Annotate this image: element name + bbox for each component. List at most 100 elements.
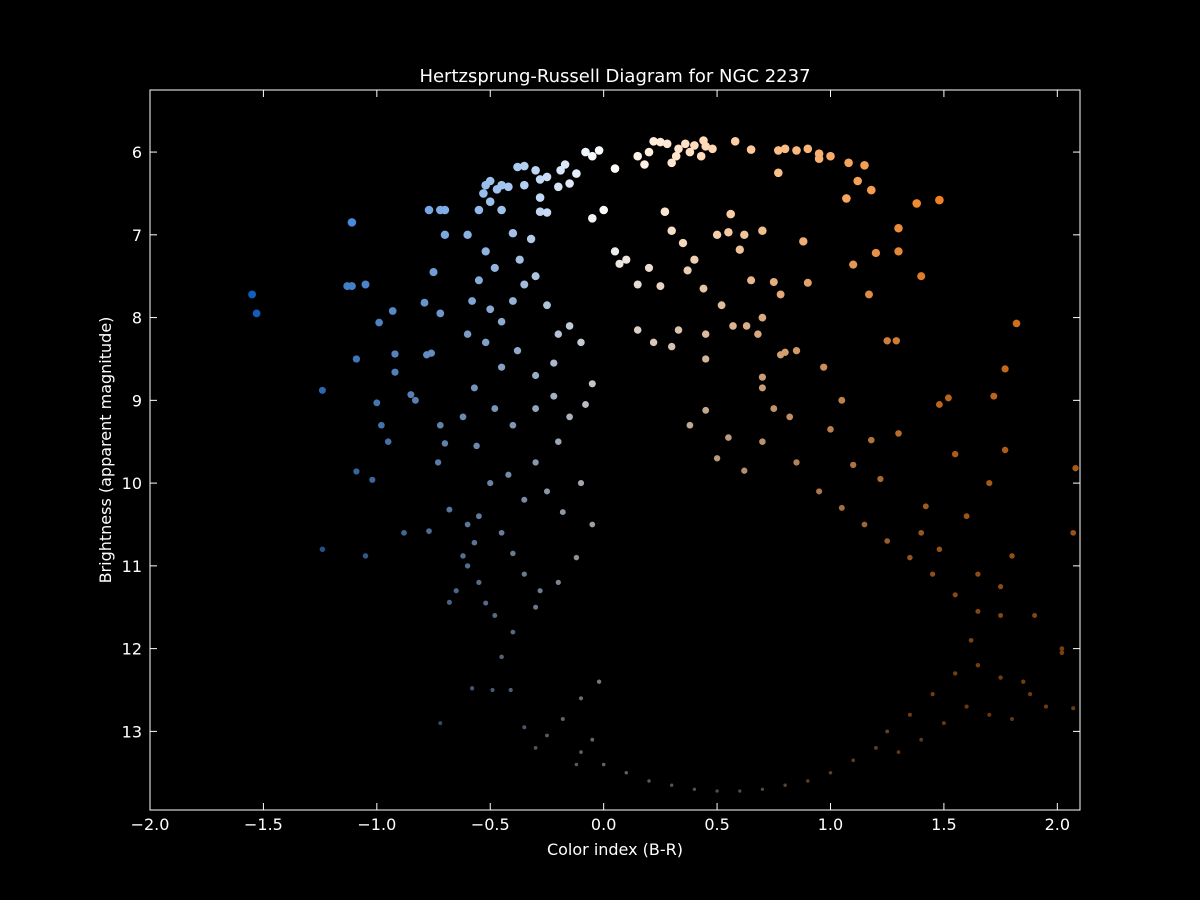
star-point: [776, 351, 785, 359]
star-point: [429, 268, 438, 277]
star-point: [1001, 446, 1009, 454]
star-point: [566, 413, 573, 421]
star-point: [1010, 717, 1014, 721]
star-point: [758, 226, 767, 235]
x-tick-label: −1.0: [357, 815, 396, 834]
star-point: [861, 521, 868, 528]
star-point: [505, 471, 512, 478]
star-point: [656, 137, 665, 147]
star-point: [998, 613, 1004, 618]
star-point: [770, 405, 778, 413]
star-point: [388, 307, 397, 315]
star-point: [803, 278, 812, 287]
star-point: [434, 459, 442, 466]
star-point: [683, 266, 692, 275]
star-point: [667, 158, 676, 168]
star-point: [814, 154, 824, 163]
star-point: [987, 712, 992, 717]
star-point: [353, 468, 360, 475]
star-point: [533, 746, 538, 750]
star-point: [1009, 553, 1015, 559]
star-point: [975, 608, 981, 614]
star-point: [475, 513, 482, 520]
star-point: [1032, 613, 1038, 618]
star-point: [588, 214, 597, 223]
star-point: [1001, 365, 1009, 373]
star-point: [474, 276, 483, 285]
star-point: [699, 284, 708, 293]
star-point: [565, 179, 574, 188]
star-point: [476, 579, 482, 586]
star-point: [1072, 465, 1079, 472]
star-point: [1012, 319, 1021, 328]
star-point: [708, 144, 717, 154]
star-point: [1059, 646, 1065, 651]
star-point: [498, 529, 505, 536]
star-point: [378, 421, 385, 429]
star-point: [717, 301, 726, 310]
x-tick-label: 0.5: [704, 815, 729, 834]
star-point: [671, 151, 681, 161]
star-point: [622, 255, 631, 264]
star-point: [868, 436, 875, 444]
star-point: [532, 459, 539, 466]
star-point: [543, 301, 551, 310]
star-point: [483, 600, 489, 606]
star-point: [774, 146, 783, 155]
star-point: [633, 326, 642, 334]
star-point: [944, 394, 952, 402]
star-point: [783, 783, 787, 787]
star-point: [838, 396, 846, 404]
star-point: [786, 413, 794, 421]
star-point: [545, 733, 549, 738]
star-point: [577, 338, 585, 347]
star-point: [907, 712, 912, 717]
star-point: [877, 475, 884, 483]
star-point: [894, 247, 903, 256]
star-point: [474, 205, 484, 215]
star-point: [499, 654, 504, 660]
star-point: [726, 209, 735, 219]
star-point: [690, 255, 699, 264]
star-point: [853, 176, 862, 186]
star-point: [735, 245, 744, 254]
star-point: [674, 326, 683, 334]
star-point: [420, 298, 429, 307]
star-point: [990, 392, 998, 400]
star-point: [560, 717, 565, 721]
star-point: [556, 166, 565, 175]
star-point: [780, 144, 790, 154]
star-point: [842, 194, 851, 203]
star-point: [828, 771, 833, 775]
star-point: [535, 207, 545, 216]
star-point: [670, 783, 674, 787]
star-point: [601, 762, 606, 767]
star-point: [487, 480, 494, 487]
star-point: [844, 158, 853, 168]
star-point: [463, 330, 472, 338]
star-point: [446, 506, 453, 513]
star-point: [936, 546, 943, 553]
star-point: [521, 571, 527, 577]
star-point: [361, 280, 370, 289]
star-point: [760, 787, 765, 791]
star-point: [508, 228, 518, 238]
x-tick-label: 2.0: [1045, 815, 1070, 834]
star-point: [535, 175, 545, 184]
star-point: [490, 263, 499, 272]
star-point: [633, 280, 642, 289]
star-point: [577, 480, 585, 487]
star-point: [481, 338, 490, 347]
y-tick-label: 12: [122, 640, 142, 659]
star-point: [644, 147, 654, 157]
star-point: [319, 546, 326, 553]
star-point: [481, 247, 490, 256]
star-point: [674, 144, 683, 154]
star-point: [1059, 650, 1065, 656]
star-point: [774, 168, 783, 178]
star-point: [998, 584, 1004, 590]
star-point: [594, 146, 604, 155]
star-point: [907, 554, 913, 561]
star-point: [725, 434, 732, 441]
star-point: [510, 629, 516, 635]
